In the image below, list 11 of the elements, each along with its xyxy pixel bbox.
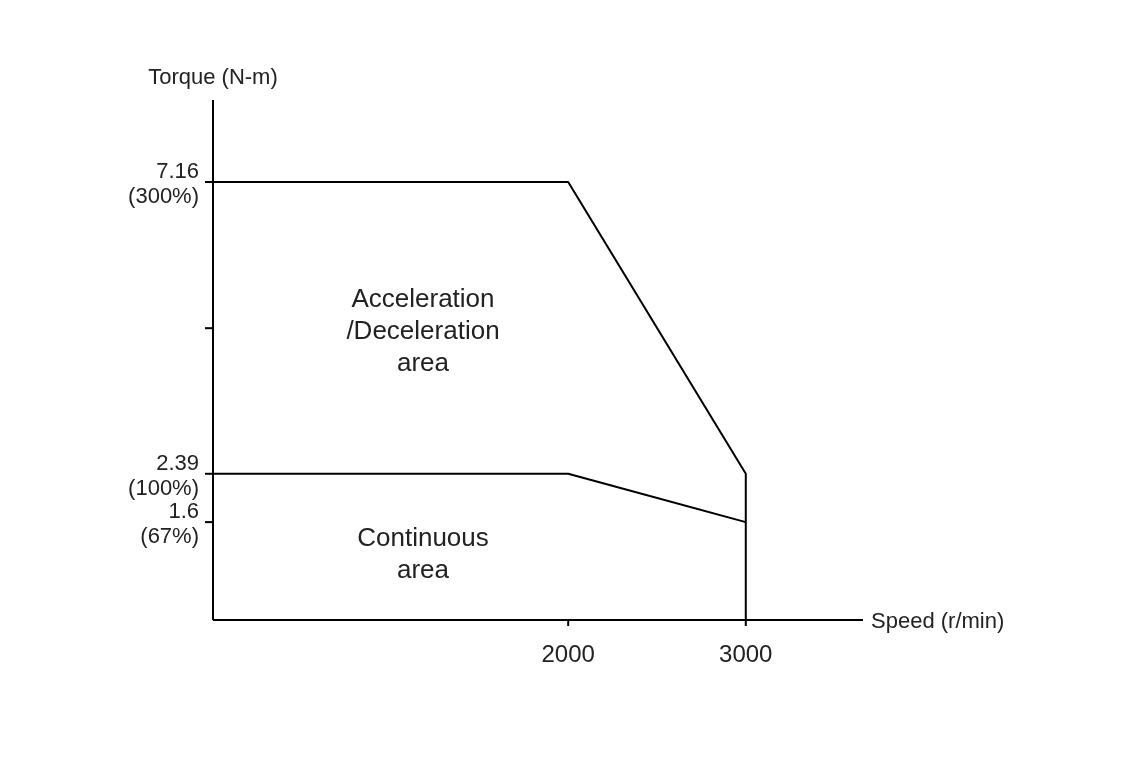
y-tick-label: 2.39: [156, 449, 199, 475]
y2-tick-label: (300%): [128, 182, 199, 208]
y2-tick-label: (100%): [128, 474, 199, 500]
x-axis-title: Speed (r/min): [871, 608, 1005, 633]
annotation: Acceleration /Deceleration area: [346, 283, 500, 377]
y2-tick-label: (67%): [140, 523, 199, 549]
annotation: Continuous area: [357, 522, 489, 584]
y-tick-label: 7.16: [156, 157, 199, 183]
x-tick-label: 2000: [541, 640, 595, 667]
x-tick-label: 3000: [719, 640, 773, 667]
y-axis-title: Torque (N-m): [148, 64, 278, 89]
